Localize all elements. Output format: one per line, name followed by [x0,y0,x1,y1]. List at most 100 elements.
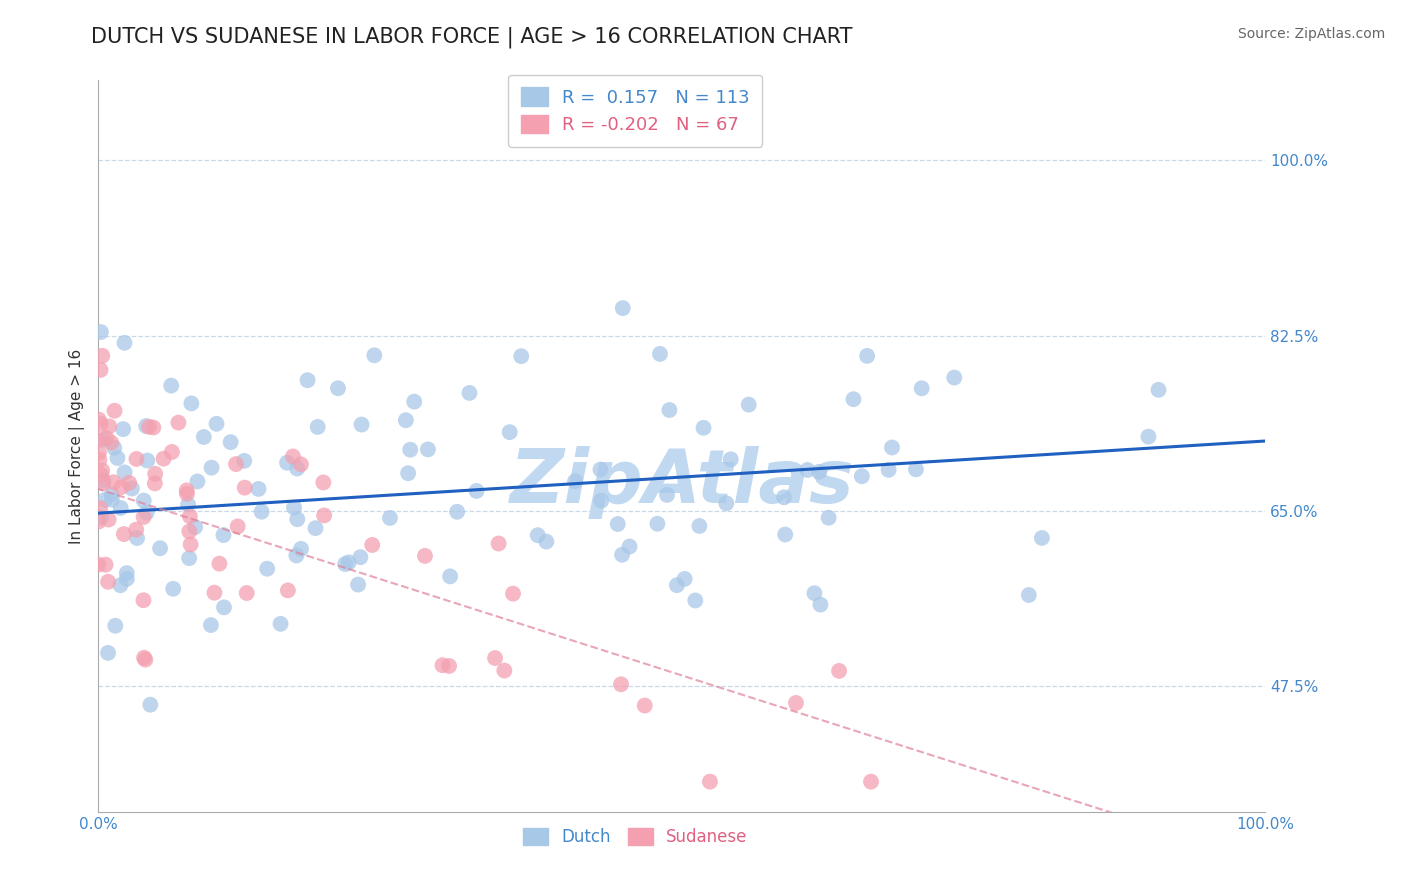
Point [904,462,927,476]
Point [180,396,202,410]
Point [90,468,112,483]
Point [276,456,298,470]
Point [89,363,111,377]
Point [115,566,138,580]
Point [138,419,160,434]
Point [87,515,110,529]
Point [91,463,114,477]
Point [94,558,117,572]
Point [225,457,247,471]
Point [277,583,299,598]
Point [856,349,879,363]
Point [589,462,612,476]
Point [432,658,454,673]
Point [114,466,136,480]
Point [104,618,127,632]
Point [107,450,129,465]
Point [176,483,198,498]
Point [911,381,934,395]
Point [143,467,166,481]
Point [114,335,136,350]
Point [177,498,200,512]
Point [142,420,165,434]
Point [773,490,796,504]
Point [1031,531,1053,545]
Point [103,475,125,490]
Point [399,442,422,457]
Point [97,512,120,526]
Point [100,435,122,450]
Point [186,475,208,489]
Point [647,516,669,531]
Point [363,348,385,362]
Point [125,523,148,537]
Point [465,483,488,498]
Point [785,696,807,710]
Point [738,398,761,412]
Point [283,500,305,515]
Point [136,453,159,467]
Point [143,476,166,491]
Point [347,577,370,591]
Point [132,493,155,508]
Point [446,505,468,519]
Point [510,349,533,363]
Point [851,469,873,483]
Point [297,373,319,387]
Point [247,482,270,496]
Point [665,578,688,592]
Point [212,600,235,615]
Point [688,519,710,533]
Point [212,528,235,542]
Point [90,417,112,431]
Point [536,534,558,549]
Point [1018,588,1040,602]
Point [842,392,865,407]
Point [413,549,436,563]
Point [98,419,121,434]
Point [91,474,114,488]
Point [226,519,249,533]
Point [160,378,183,392]
Point [97,574,120,589]
Point [648,347,671,361]
Point [312,475,335,490]
Point [685,593,707,607]
Point [499,425,522,439]
Point [110,578,132,592]
Text: Source: ZipAtlas.com: Source: ZipAtlas.com [1237,27,1385,41]
Point [132,593,155,607]
Point [1137,430,1160,444]
Point [200,618,222,632]
Point [1147,383,1170,397]
Point [87,433,110,447]
Point [87,558,110,572]
Point [610,548,633,562]
Point [333,557,356,571]
Point [773,527,796,541]
Point [716,496,738,510]
Point [395,413,418,427]
Point [112,527,135,541]
Point [337,555,360,569]
Point [619,540,641,554]
Point [634,698,657,713]
Point [219,435,242,450]
Point [118,475,141,490]
Point [361,538,384,552]
Point [880,441,903,455]
Point [110,500,132,515]
Point [90,510,112,524]
Point [125,531,148,545]
Point [89,501,111,516]
Point [115,572,138,586]
Point [184,520,207,534]
Point [87,412,110,426]
Point [208,557,231,571]
Point [526,528,548,542]
Point [91,349,114,363]
Point [404,394,426,409]
Point [112,422,135,436]
Y-axis label: In Labor Force | Age > 16: In Labor Force | Age > 16 [69,349,84,543]
Point [502,587,524,601]
